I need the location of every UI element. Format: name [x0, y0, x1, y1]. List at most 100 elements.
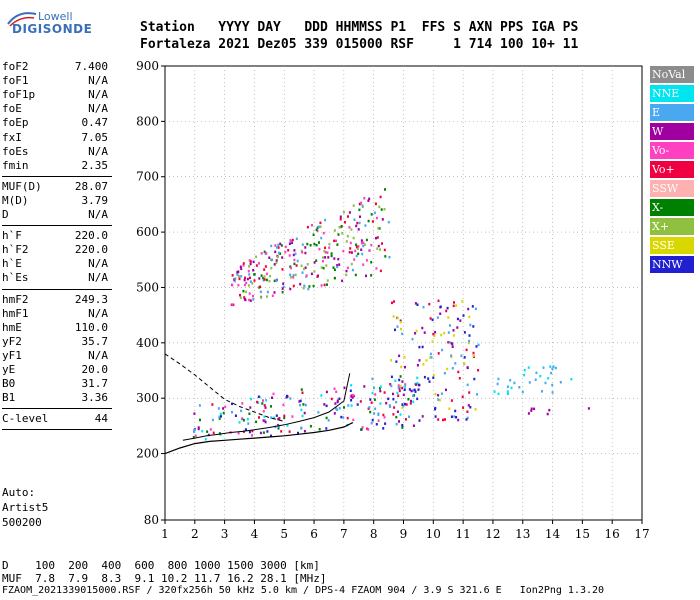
echo-point: [326, 279, 329, 282]
echo-point: [395, 415, 398, 419]
echo-point: [462, 406, 465, 409]
echo-point: [401, 403, 404, 406]
echo-point: [355, 243, 358, 246]
echo-point: [322, 259, 324, 263]
echo-point: [266, 430, 269, 433]
echo-point: [360, 248, 363, 251]
echo-point: [320, 236, 323, 240]
echo-point: [278, 417, 281, 420]
echo-point: [348, 251, 351, 254]
echo-point: [368, 249, 371, 252]
echo-point: [282, 403, 285, 407]
echo-point: [440, 333, 443, 337]
parameter-value: 3.79: [81, 193, 109, 207]
echo-point: [275, 414, 278, 417]
echo-point: [437, 299, 440, 303]
echo-point: [459, 319, 462, 322]
echo-point: [352, 204, 355, 207]
parameter-name: hmF2: [2, 292, 29, 306]
echo-point: [301, 391, 304, 394]
echo-point: [409, 402, 412, 405]
echo-point: [257, 395, 260, 398]
legend-item: W: [650, 123, 694, 140]
legend-item: X+: [650, 218, 694, 235]
echo-point: [554, 366, 557, 370]
echo-point: [434, 406, 437, 410]
echo-point: [450, 415, 453, 418]
echo-point: [276, 246, 278, 249]
echo-point: [387, 220, 390, 224]
echo-point: [289, 397, 292, 400]
echo-point: [452, 304, 455, 308]
echo-point: [245, 428, 247, 431]
echo-point: [369, 410, 372, 414]
echo-point: [265, 272, 268, 276]
echo-point: [288, 430, 291, 433]
echo-point: [333, 257, 336, 260]
echo-point: [439, 312, 442, 315]
echo-point: [279, 242, 282, 246]
echo-point: [416, 364, 419, 367]
x-tick-label: 16: [605, 527, 620, 541]
echo-point: [404, 402, 406, 406]
y-tick-label: 300: [136, 391, 159, 405]
x-tick-label: 12: [485, 527, 500, 541]
echo-point: [465, 418, 468, 421]
parameter-row: foEp 0.47: [2, 116, 108, 129]
echo-point: [282, 282, 285, 285]
echo-point: [365, 238, 368, 242]
echo-point: [421, 326, 424, 330]
x-tick-label: 17: [634, 527, 649, 541]
echo-point: [335, 239, 337, 243]
echo-point: [263, 250, 266, 254]
echo-point: [509, 379, 512, 382]
echo-point: [246, 277, 249, 281]
echo-point: [392, 392, 394, 396]
echo-point: [370, 261, 373, 264]
echo-point: [255, 255, 258, 258]
parameter-row: MUF(D) 28.07: [2, 180, 108, 193]
echo-point: [429, 352, 432, 356]
echo-point: [467, 404, 470, 407]
echo-point: [341, 279, 344, 283]
echo-point: [410, 389, 413, 393]
echo-point: [326, 251, 329, 254]
echo-point: [293, 249, 296, 252]
echo-point: [456, 326, 459, 329]
echo-point: [291, 415, 294, 418]
echo-point: [324, 256, 327, 259]
echo-point: [266, 295, 268, 298]
echo-point: [438, 398, 441, 402]
echo-point: [403, 355, 406, 359]
parameter-value: N/A: [88, 257, 108, 271]
echo-point: [371, 391, 374, 395]
echo-point: [370, 274, 373, 277]
echo-point: [239, 293, 241, 297]
parameter-name: C-level: [2, 412, 49, 426]
echo-point: [346, 266, 349, 270]
echo-point: [232, 303, 235, 307]
echo-point: [273, 416, 275, 420]
echo-point: [415, 383, 417, 386]
echo-point: [413, 388, 416, 392]
echo-point: [258, 262, 260, 265]
echo-point: [342, 249, 345, 253]
echo-point: [236, 273, 239, 276]
echo-point: [271, 294, 274, 297]
echo-point: [262, 419, 265, 422]
echo-point: [357, 245, 360, 248]
echo-point: [318, 241, 320, 244]
echo-point: [432, 373, 435, 377]
echo-point: [243, 296, 246, 299]
echo-point: [546, 412, 549, 416]
parameter-name: h`F: [2, 229, 22, 243]
echo-point: [193, 430, 196, 433]
echo-point: [477, 369, 480, 372]
echo-point: [260, 252, 263, 255]
echo-point: [401, 424, 404, 427]
echo-point: [249, 406, 252, 409]
echo-point: [318, 428, 321, 431]
echo-point: [547, 377, 550, 380]
echo-point: [318, 247, 321, 251]
echo-point: [530, 407, 533, 410]
